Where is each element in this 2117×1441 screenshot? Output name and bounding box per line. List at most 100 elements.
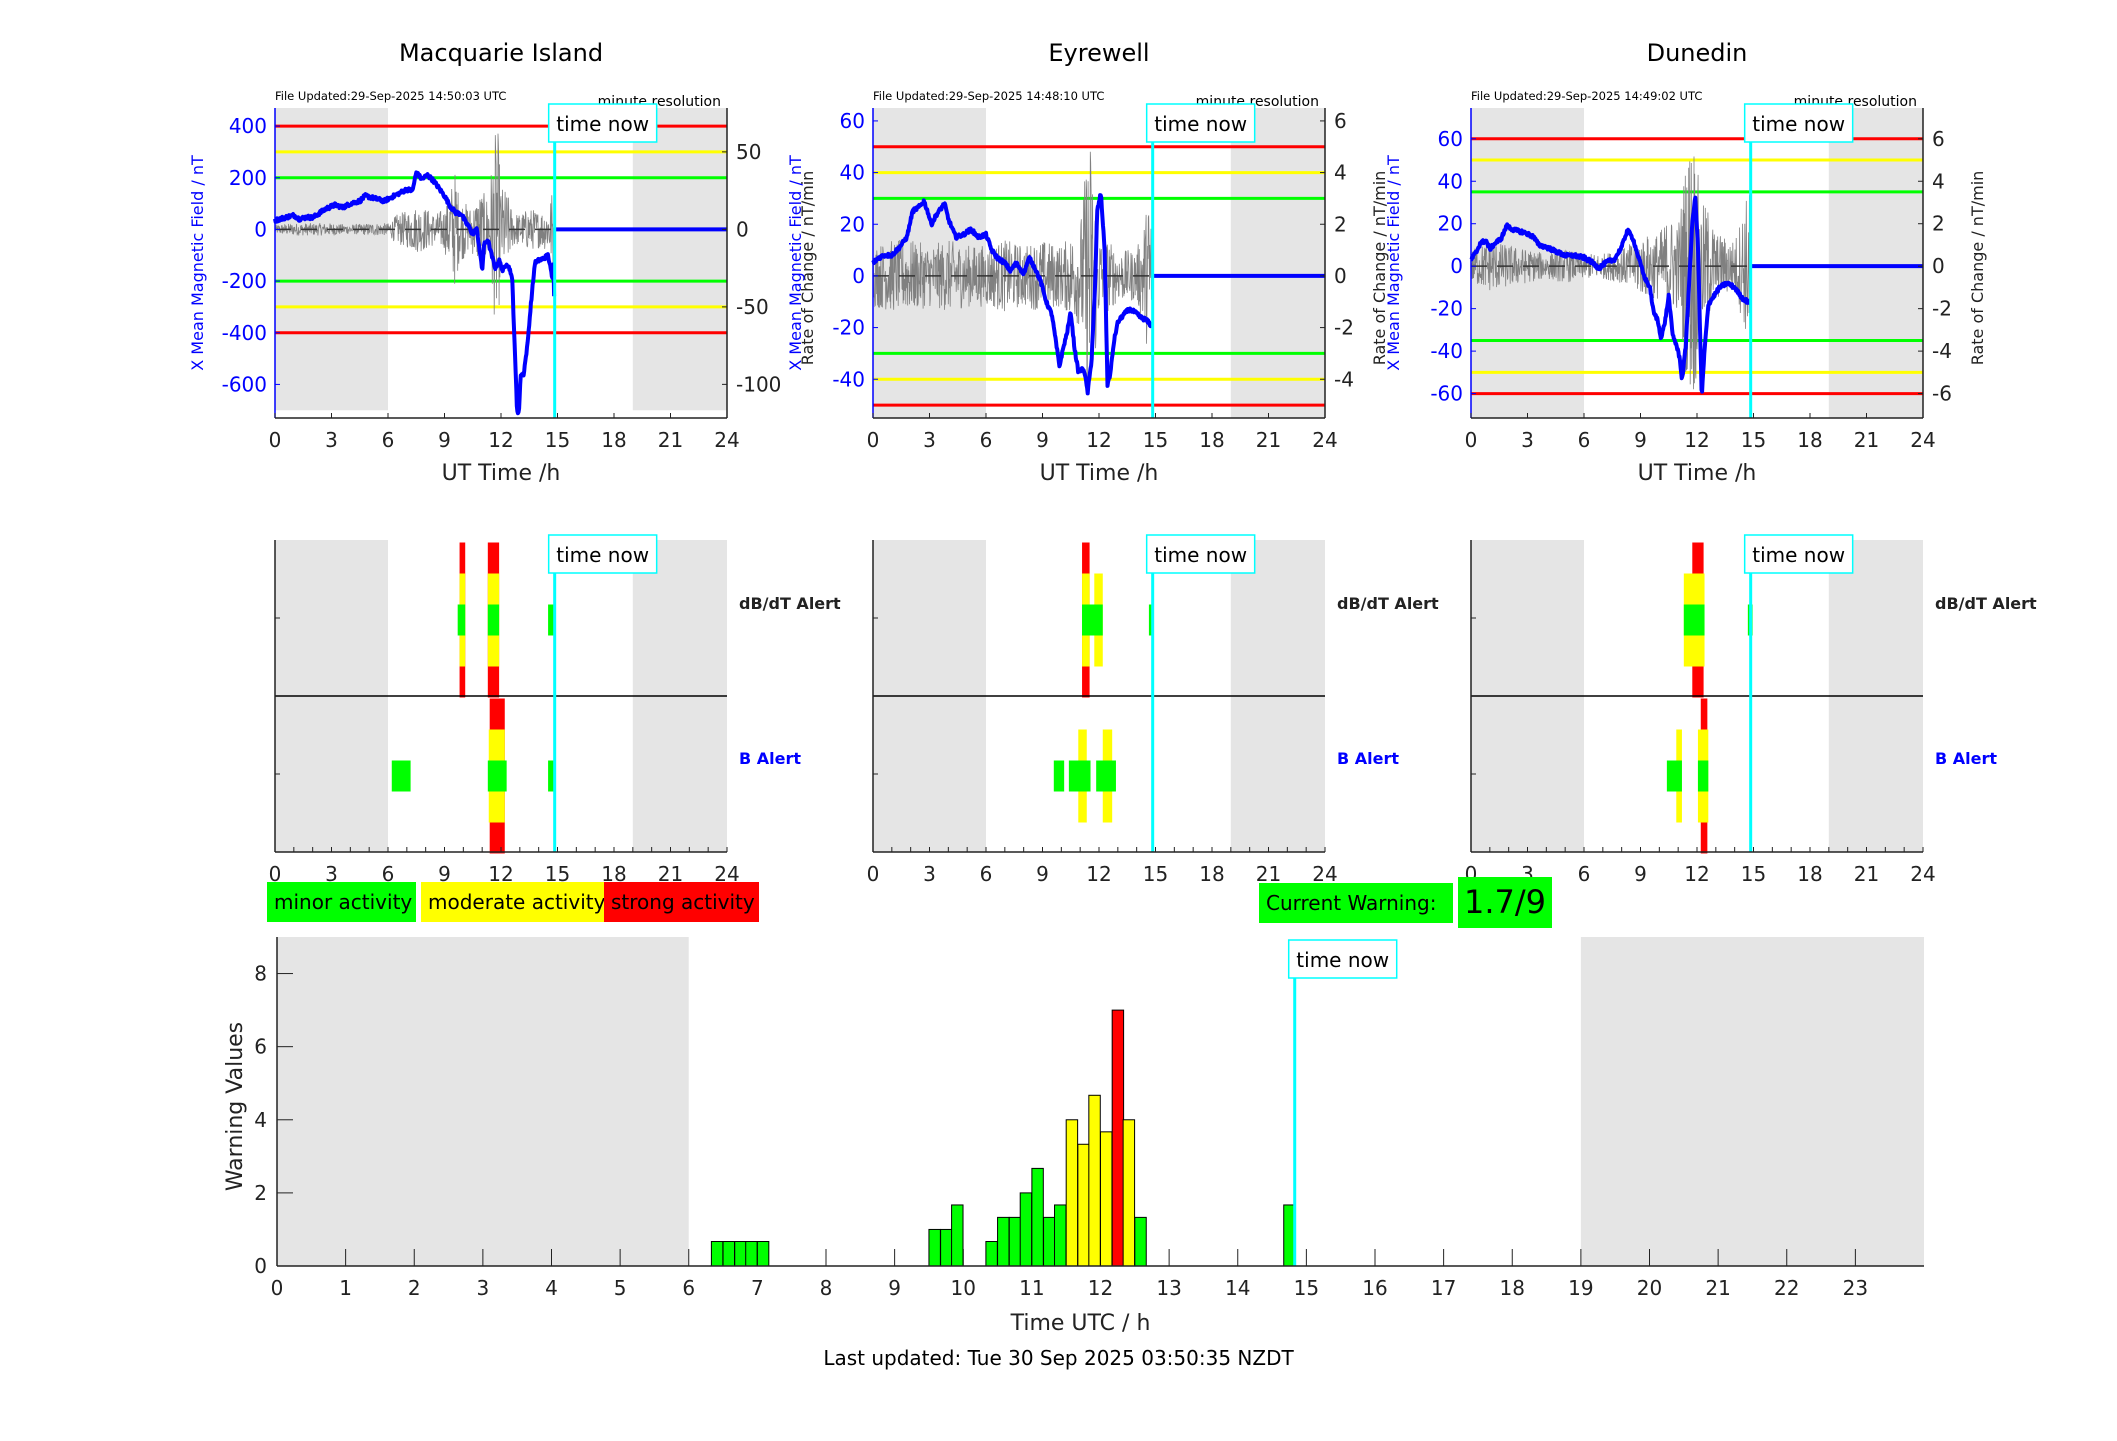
b-alert-block-minor xyxy=(548,760,556,792)
dbdt-alert-label: dB/dT Alert xyxy=(1935,594,2037,613)
warning-bar-moderate xyxy=(1077,1143,1090,1267)
left-y-tick-label: -60 xyxy=(1430,382,1463,406)
y-tick-label: 4 xyxy=(254,1108,267,1132)
warning-bar-moderate xyxy=(1122,1119,1136,1267)
x-tick-label: 21 xyxy=(1854,428,1879,452)
time-now-label-text: time now xyxy=(1154,543,1247,567)
alert-x-tick-label: 6 xyxy=(1578,862,1591,886)
file-updated-text: File Updated:29-Sep-2025 14:48:10 UTC xyxy=(873,89,1104,103)
x-tick-label: 18 xyxy=(1797,428,1822,452)
right-y-tick-label: 4 xyxy=(1334,161,1347,185)
night-shade xyxy=(1230,108,1325,418)
x-tick-label: 4 xyxy=(545,1276,558,1300)
time-now-label-text: time now xyxy=(556,112,649,136)
x-tick-label: 15 xyxy=(1294,1276,1319,1300)
right-y-tick-label: 4 xyxy=(1932,169,1945,193)
station-title: Dunedin xyxy=(1647,39,1748,67)
alert-panel-eyrewell: time now 0 3 6 9 12 15 18 21 24 dB/dT Alert B Alert xyxy=(867,534,1439,886)
alert-x-tick-label: 12 xyxy=(1684,862,1709,886)
x-tick-label: 6 xyxy=(382,428,395,452)
legend-strong-activity: strong activity xyxy=(604,882,759,922)
right-y-tick-label: -100 xyxy=(736,372,781,396)
warning-bar-chart: 0 1 2 3 4 5 6 7 8 9 10 11 12 13 14 15 16 17 18 19 20 21 22 23ti… xyxy=(223,937,1924,1336)
right-y-tick-label: -50 xyxy=(736,295,769,319)
current-warning-label: Current Warning: xyxy=(1259,883,1453,923)
x-tick-label: 12 xyxy=(1086,428,1111,452)
alert-x-tick-label: 18 xyxy=(1797,862,1822,886)
time-now-label-box xyxy=(1287,939,1398,979)
x-tick-label: 23 xyxy=(1843,1276,1868,1300)
time-now-label-text: time now xyxy=(556,543,649,567)
left-y-tick-label: 40 xyxy=(840,161,865,185)
x-tick-label: 8 xyxy=(820,1276,833,1300)
warning-bar-minor xyxy=(1019,1192,1033,1267)
warning-bar-moderate xyxy=(1088,1094,1101,1267)
b-alert-label: B Alert xyxy=(1337,749,1399,768)
x-tick-label: 9 xyxy=(438,428,451,452)
left-y-tick-label: 0 xyxy=(254,217,267,241)
right-y-tick-label: 6 xyxy=(1932,127,1945,151)
x-tick-label: 0 xyxy=(1465,428,1478,452)
legend-minor-activity: minor activity xyxy=(267,882,416,922)
station-title: Eyrewell xyxy=(1048,39,1149,67)
time-now-label-box xyxy=(1145,103,1256,143)
x-tick-label: 18 xyxy=(1500,1276,1525,1300)
y-axis-label: Warning Values xyxy=(223,1022,248,1191)
time-now-label-box xyxy=(547,534,658,574)
night-shade xyxy=(275,108,388,411)
x-tick-label: 11 xyxy=(1019,1276,1044,1300)
left-y-axis-label: X Mean Magnetic Field / nT xyxy=(1384,155,1403,371)
b-alert-block-minor xyxy=(1096,760,1116,792)
x-tick-label: 20 xyxy=(1637,1276,1662,1300)
left-y-axis-label: X Mean Magnetic Field / nT xyxy=(786,155,805,371)
b-alert-block-minor xyxy=(1068,760,1091,792)
left-y-tick-label: 0 xyxy=(852,264,865,288)
alert-x-tick-label: 6 xyxy=(980,862,993,886)
b-alert-block-minor xyxy=(1053,760,1065,792)
warning-bar-moderate xyxy=(1065,1119,1079,1267)
x-tick-label: 18 xyxy=(1199,428,1224,452)
warning-bar-minor xyxy=(734,1241,747,1267)
b-alert-block-minor xyxy=(1666,760,1682,792)
warning-bar-minor xyxy=(951,1204,964,1267)
x-axis-label: Time UTC / h xyxy=(1010,1311,1151,1336)
alert-x-tick-label: 9 xyxy=(438,862,451,886)
y-tick-label: 0 xyxy=(254,1254,267,1278)
x-tick-label: 9 xyxy=(1036,428,1049,452)
right-y-tick-label: 6 xyxy=(1334,109,1347,133)
x-tick-label: 21 xyxy=(1705,1276,1730,1300)
right-y-tick-label: 0 xyxy=(1932,254,1945,278)
dbdt-alert-block-minor xyxy=(487,604,500,636)
left-y-tick-label: -200 xyxy=(222,269,267,293)
warning-bar-minor xyxy=(985,1241,998,1267)
x-tick-label: 1 xyxy=(339,1276,352,1300)
x-tick-label: 6 xyxy=(980,428,993,452)
warning-bar-minor xyxy=(1054,1204,1067,1267)
warning-bar-minor xyxy=(710,1241,724,1267)
rate-of-change-line xyxy=(274,133,555,315)
warning-bar-minor xyxy=(940,1228,953,1267)
legend-moderate-activity: moderate activity xyxy=(421,882,605,922)
right-y-tick-label: 0 xyxy=(1334,264,1347,288)
station-title: Macquarie Island xyxy=(399,39,603,67)
dbdt-alert-block-minor xyxy=(457,604,466,636)
x-tick-label: 0 xyxy=(271,1276,284,1300)
b-alert-block-minor xyxy=(487,760,507,792)
warning-bar-minor xyxy=(745,1241,758,1267)
dbdt-alert-label: dB/dT Alert xyxy=(739,594,841,613)
left-y-tick-label: -40 xyxy=(832,367,865,391)
x-tick-label: 19 xyxy=(1568,1276,1593,1300)
alert-x-tick-label: 24 xyxy=(1312,862,1337,886)
warning-bar-minor xyxy=(1031,1167,1044,1267)
alert-x-tick-label: 18 xyxy=(1199,862,1224,886)
file-updated-text: File Updated:29-Sep-2025 14:49:02 UTC xyxy=(1471,89,1702,103)
y-tick-label: 2 xyxy=(254,1181,267,1205)
station-plot-eyrewell: Eyrewell File Updated:29-Sep-2025 14:48:1… xyxy=(786,39,1389,486)
x-tick-label: 12 xyxy=(488,428,513,452)
left-y-axis-label: X Mean Magnetic Field / nT xyxy=(188,155,207,371)
alert-x-tick-label: 24 xyxy=(1910,862,1935,886)
y-tick-label: 6 xyxy=(254,1035,267,1059)
left-y-tick-label: -600 xyxy=(222,372,267,396)
